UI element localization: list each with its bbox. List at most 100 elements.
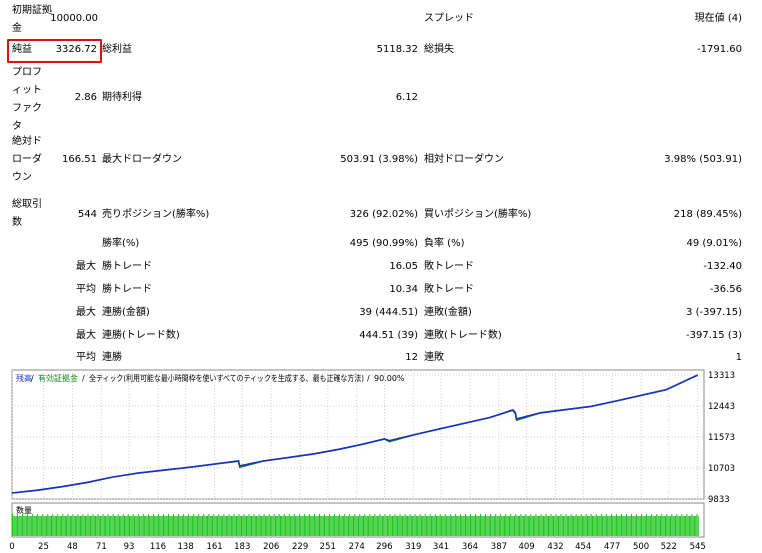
volume-bar — [269, 516, 271, 536]
x-tick-label-8: 183 — [234, 542, 250, 552]
volume-bar — [368, 516, 370, 536]
volume-bar — [695, 516, 697, 536]
volume-bar — [534, 516, 536, 536]
volume-bar — [308, 514, 310, 536]
volume-bar — [448, 516, 450, 536]
volume-bar — [683, 516, 685, 536]
volume-bar — [539, 516, 541, 536]
volume-bar — [93, 516, 95, 536]
volume-bar — [666, 514, 668, 536]
volume-bar — [404, 514, 406, 536]
volume-bar — [285, 516, 287, 536]
volume-bar — [570, 514, 572, 536]
volume-bar — [508, 516, 510, 536]
volume-bar — [325, 516, 327, 536]
volume-bar — [12, 514, 13, 536]
legend-quality: 90.00% — [374, 374, 405, 383]
volume-bar — [98, 516, 100, 536]
volume-bar — [420, 516, 422, 536]
volume-bar — [464, 514, 466, 536]
volume-bar — [628, 516, 630, 536]
volume-bar — [129, 516, 131, 536]
volume-bar — [554, 516, 556, 536]
total-trades-label: 総取引数 — [12, 199, 42, 228]
volume-bar — [298, 514, 300, 536]
volume-bar — [462, 516, 464, 536]
volume-bar — [92, 514, 94, 536]
volume-bar — [154, 516, 156, 536]
volume-bar — [658, 516, 660, 536]
x-tick-label-5: 116 — [150, 542, 166, 552]
volume-bar — [111, 516, 113, 536]
volume-bar — [28, 516, 30, 536]
volume-bar — [63, 516, 65, 536]
volume-bar — [359, 514, 361, 536]
volume-bar — [395, 516, 397, 536]
volume-bar — [433, 516, 435, 536]
volume-bar — [51, 516, 53, 536]
volume-bar — [442, 516, 444, 536]
volume-bar — [322, 516, 324, 536]
volume-bar — [152, 514, 154, 536]
volume-bar — [288, 514, 290, 536]
volume-bar — [272, 516, 274, 536]
volume-bar — [514, 516, 516, 536]
volume-bar — [531, 516, 533, 536]
volume-bar — [492, 516, 494, 536]
volume-bar — [520, 514, 522, 536]
volume-bar — [398, 516, 400, 536]
volume-bar — [317, 516, 319, 536]
avg-consecutive-losses-value: 1 — [735, 352, 742, 363]
absolute-drawdown-label: 絶対ドローダウン — [12, 136, 42, 183]
max-consecutive-losses-label: 連敗(金額) — [424, 307, 472, 318]
volume-bar — [100, 516, 102, 536]
volume-bar — [268, 514, 270, 536]
volume-bar — [52, 514, 54, 536]
volume-bar — [122, 514, 124, 536]
volume-bar — [198, 514, 200, 536]
volume-bar — [120, 516, 122, 536]
volume-bar — [579, 516, 581, 536]
volume-bar — [159, 516, 161, 536]
volume-bar — [522, 516, 524, 536]
volume-bar — [300, 516, 302, 536]
volume-bar — [242, 516, 244, 536]
volume-bar — [612, 516, 614, 536]
x-tick-label-22: 500 — [633, 542, 649, 552]
volume-bar — [259, 516, 261, 536]
x-tick-label-2: 48 — [67, 542, 78, 552]
maximal-drawdown-label: 最大ドローダウン — [102, 154, 182, 165]
volume-bar — [256, 516, 258, 536]
volume-bar — [88, 516, 90, 536]
volume-bar — [169, 516, 171, 536]
volume-bar — [511, 516, 513, 536]
volume-bar — [500, 514, 502, 536]
volume-bar — [33, 516, 35, 536]
volume-bar — [668, 516, 670, 536]
volume-bar — [542, 516, 544, 536]
volume-bar — [498, 516, 500, 536]
volume-bar — [59, 516, 61, 536]
volume-bar — [145, 516, 147, 536]
volume-bar — [575, 514, 577, 536]
expected-payoff-label: 期待利得 — [102, 92, 142, 103]
volume-bar — [521, 516, 523, 536]
loss-trades-label: 負率 (%) — [424, 238, 465, 249]
volume-bar — [361, 516, 363, 536]
volume-bar — [678, 516, 680, 536]
volume-bar — [651, 514, 653, 536]
volume-bar — [573, 516, 575, 536]
volume-bar — [273, 514, 275, 536]
volume-bar — [112, 514, 114, 536]
volume-bar — [430, 516, 432, 536]
volume-bar — [691, 514, 693, 536]
volume-bar — [96, 516, 98, 536]
volume-bar — [663, 516, 665, 536]
volume-bar — [191, 516, 193, 536]
x-tick-label-13: 296 — [376, 542, 392, 552]
volume-bar — [137, 514, 139, 536]
net-profit-label: 純益 — [12, 44, 32, 55]
volume-bar — [230, 516, 232, 536]
volume-bar — [262, 516, 264, 536]
volume-bar — [310, 516, 312, 536]
